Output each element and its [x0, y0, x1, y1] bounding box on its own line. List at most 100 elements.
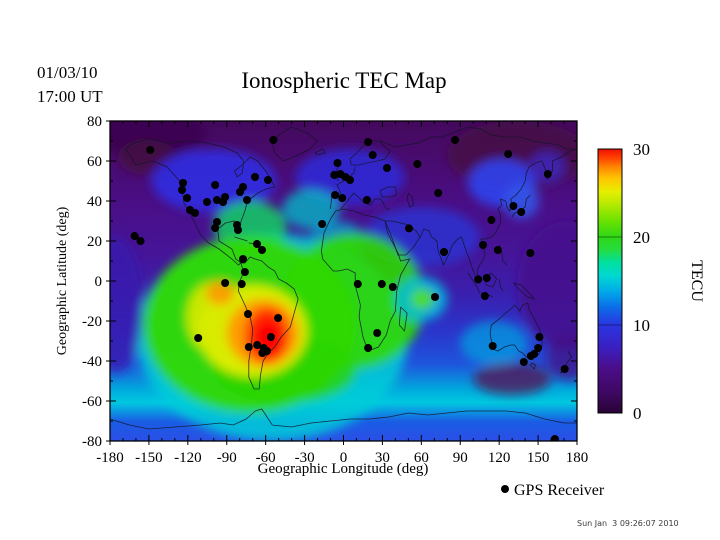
gps-receiver-dot [333, 159, 342, 167]
tec-blob [503, 183, 540, 219]
x-tick-label: 30 [375, 450, 390, 466]
y-axis-label: Geographic Latitude (deg) [55, 206, 70, 355]
gps-receiver-dot [213, 218, 221, 226]
x-tick-label: 90 [453, 450, 468, 466]
y-tick-label: 0 [95, 274, 103, 290]
gps-receiver-dot [179, 179, 187, 187]
x-tick-label: 120 [488, 450, 511, 466]
legend: GPS Receiver [501, 482, 605, 499]
gps-receiver-dot [353, 280, 362, 288]
plot-frame [109, 120, 578, 442]
gps-receiver-dot [526, 249, 535, 257]
gps-receiver-dot [362, 196, 371, 204]
tec-blob [282, 233, 426, 369]
gps-receiver-dot [550, 435, 559, 441]
gps-receiver-dot [269, 136, 278, 144]
x-tick-label: 150 [527, 450, 550, 466]
gps-receiver-dot [413, 160, 422, 168]
gps-receiver-dot [338, 194, 347, 202]
x-axis-label: Geographic Longitude (deg) [258, 461, 429, 477]
x-tick-label: 180 [566, 450, 589, 466]
gps-receiver-dot [364, 138, 373, 146]
colorbar-gradient [597, 148, 623, 414]
gps-receiver-dot [318, 220, 327, 228]
y-tick-label: 60 [87, 154, 102, 170]
chart-title: Ionospheric TEC Map [241, 68, 446, 93]
x-tick-label: -150 [135, 450, 163, 466]
coastline-path [110, 408, 577, 430]
coastline-path [379, 186, 398, 198]
gps-receiver-dot [253, 240, 261, 248]
gps-receiver-dots [130, 136, 569, 441]
gps-receiver-dot [234, 226, 242, 234]
coastline-path [498, 278, 504, 292]
gps-receiver-dot [331, 191, 340, 199]
gps-receiver-dot [239, 183, 247, 191]
gps-receiver-dot [535, 333, 544, 341]
gps-receiver-dot [274, 314, 283, 322]
gps-receiver-dot [543, 170, 552, 178]
y-tick-label: 40 [87, 194, 102, 210]
gps-receiver-dot [440, 248, 448, 256]
time-label: 17:00 UT [37, 87, 103, 106]
tick-labels: -180 -150 -120 -90 -60 -30 0 30 60 90 120 150 180 80 6… [82, 114, 588, 466]
y-tick-label: 80 [87, 114, 102, 130]
colorbar-tick-label: 30 [633, 140, 650, 159]
gps-receiver-dot [330, 171, 339, 179]
coastline-path [406, 192, 415, 208]
x-tick-label: 0 [340, 450, 348, 466]
gps-receiver-dot [240, 268, 249, 276]
gps-receiver-dot [493, 246, 502, 254]
tec-blob [282, 189, 340, 229]
gps-receiver-dot [243, 196, 251, 204]
x-tick-label: 60 [414, 450, 429, 466]
gps-receiver-dot [136, 237, 145, 245]
gps-receiver-dot [191, 209, 199, 217]
y-tick-label: -20 [82, 314, 102, 330]
y-tick-label: 20 [87, 234, 102, 250]
gps-receiver-dot [482, 274, 491, 282]
gps-receiver-dot [560, 365, 569, 373]
tec-blob [473, 363, 552, 395]
gps-receiver-dot [405, 224, 413, 233]
gps-receiver-dot [244, 343, 253, 351]
coastline-path [349, 140, 391, 166]
gps-receiver-dot [211, 181, 220, 189]
gps-receiver-dot [451, 136, 460, 144]
gps-receiver-dot [517, 208, 526, 216]
coastline-path [484, 272, 498, 288]
coastline-path [467, 272, 481, 294]
x-tick-label: -60 [256, 450, 276, 466]
gps-receiver-dot [474, 275, 483, 284]
y-tick-label: -40 [82, 354, 102, 370]
gps-receiver-dot [509, 202, 518, 210]
coastline-path [340, 192, 391, 210]
gps-receiver-dot [488, 342, 497, 350]
coastlines [110, 126, 577, 430]
gps-receiver-dot [194, 334, 203, 342]
gps-receiver-dot [219, 198, 227, 206]
gps-receiver-dot [383, 164, 391, 172]
gps-receiver-legend-marker-icon [501, 485, 509, 493]
gps-receiver-dot [377, 280, 386, 288]
gps-receiver-dot [203, 198, 211, 206]
tec-blob [410, 289, 435, 309]
gps-receiver-dot [346, 176, 354, 184]
colorbar-ticks: 0 10 20 30 [598, 140, 650, 423]
gps-receiver-dot [487, 216, 496, 224]
gps-receiver-dot [211, 224, 220, 232]
colorbar-tick-label: 10 [633, 316, 650, 335]
coastline-path [419, 148, 577, 280]
gps-receiver-dot [258, 349, 267, 357]
gps-receiver-dot [526, 352, 535, 360]
coastline-path [314, 148, 326, 156]
gps-receiver-dot [258, 246, 266, 254]
gps-receiver-dot [534, 344, 543, 352]
gps-receiver-dot [373, 329, 382, 337]
gps-receiver-dot [146, 146, 155, 154]
gps-receiver-dot [253, 341, 262, 349]
x-tick-label: -90 [217, 450, 237, 466]
gps-receiver-dot [504, 150, 513, 158]
